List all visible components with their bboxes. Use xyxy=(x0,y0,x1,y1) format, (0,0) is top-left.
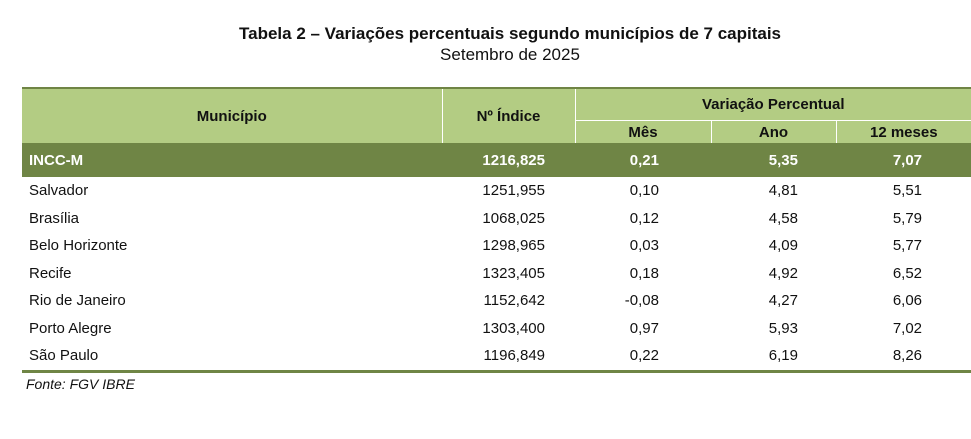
row-mes: -0,08 xyxy=(624,292,659,310)
table-row: Recife 1323,405 0,18 4,92 6,52 xyxy=(22,260,971,288)
header-variacao: Variação Percentual xyxy=(574,88,971,121)
row-name: Porto Alegre xyxy=(29,319,112,337)
row-ano: 4,27 xyxy=(768,292,798,310)
row-mes: 0,03 xyxy=(629,237,659,255)
row-ano: 4,58 xyxy=(768,209,798,227)
data-table-container: Município Nº Índice Variação Percentual … xyxy=(22,87,971,370)
row-ano: 4,09 xyxy=(768,237,798,255)
table-row: Salvador 1251,955 0,10 4,81 5,51 xyxy=(22,177,971,205)
source-note: Fonte: FGV IBRE xyxy=(26,376,135,392)
row-12-meses: 5,77 xyxy=(892,237,923,255)
summary-indice: 1216,825 xyxy=(442,143,575,177)
row-indice: 1196,849 xyxy=(483,347,545,365)
row-mes: 0,22 xyxy=(629,347,659,365)
table-row: São Paulo 1196,849 0,22 6,19 8,26 xyxy=(22,342,971,370)
row-name: Rio de Janeiro xyxy=(29,292,126,310)
row-name: Brasília xyxy=(29,209,80,227)
row-indice: 1152,642 xyxy=(483,292,545,310)
row-12-meses: 8,26 xyxy=(892,347,923,365)
row-12-meses: 6,52 xyxy=(892,264,923,282)
row-12-meses: 7,02 xyxy=(892,319,923,337)
row-ano: 5,93 xyxy=(768,319,798,337)
header-12-meses: 12 meses xyxy=(835,120,971,143)
row-indice: 1068,025 xyxy=(482,209,545,227)
table-row: Rio de Janeiro 1152,642 -0,08 4,27 6,06 xyxy=(22,287,971,315)
row-mes: 0,18 xyxy=(629,264,659,282)
row-name: São Paulo xyxy=(29,347,99,365)
header-indice: Nº Índice xyxy=(441,88,575,143)
table-title: Tabela 2 – Variações percentuais segundo… xyxy=(239,24,781,43)
summary-12-meses: 7,07 xyxy=(836,143,971,177)
row-mes: 0,97 xyxy=(629,319,659,337)
table-row: Porto Alegre 1303,400 0,97 5,93 7,02 xyxy=(22,315,971,343)
row-ano: 6,19 xyxy=(768,347,798,365)
header-municipio: Município xyxy=(22,88,442,143)
table-bottom-rule xyxy=(22,370,971,373)
row-ano: 4,81 xyxy=(768,182,798,200)
header-ano: Ano xyxy=(710,120,836,143)
summary-mes: 0,21 xyxy=(575,143,711,177)
summary-row: INCC-M 1216,825 0,21 5,35 7,07 xyxy=(22,143,971,177)
table-row: Brasília 1068,025 0,12 4,58 5,79 xyxy=(22,205,971,233)
row-indice: 1323,405 xyxy=(482,264,545,282)
summary-name: INCC-M xyxy=(22,143,442,177)
header-mes: Mês xyxy=(574,120,711,143)
row-indice: 1303,400 xyxy=(482,319,545,337)
row-12-meses: 6,06 xyxy=(892,292,923,310)
row-name: Salvador xyxy=(29,182,89,200)
variation-table: Município Nº Índice Variação Percentual … xyxy=(22,87,971,370)
row-mes: 0,12 xyxy=(629,209,659,227)
row-name: Belo Horizonte xyxy=(29,237,128,255)
table-row: Belo Horizonte 1298,965 0,03 4,09 5,77 xyxy=(22,232,971,260)
row-12-meses: 5,51 xyxy=(892,182,923,200)
table-subtitle: Setembro de 2025 xyxy=(440,45,580,64)
row-indice: 1298,965 xyxy=(482,237,545,255)
row-indice: 1251,955 xyxy=(482,182,545,200)
summary-ano: 5,35 xyxy=(711,143,836,177)
row-name: Recife xyxy=(29,264,72,282)
row-mes: 0,10 xyxy=(629,182,659,200)
row-12-meses: 5,79 xyxy=(892,209,923,227)
row-ano: 4,92 xyxy=(768,264,798,282)
